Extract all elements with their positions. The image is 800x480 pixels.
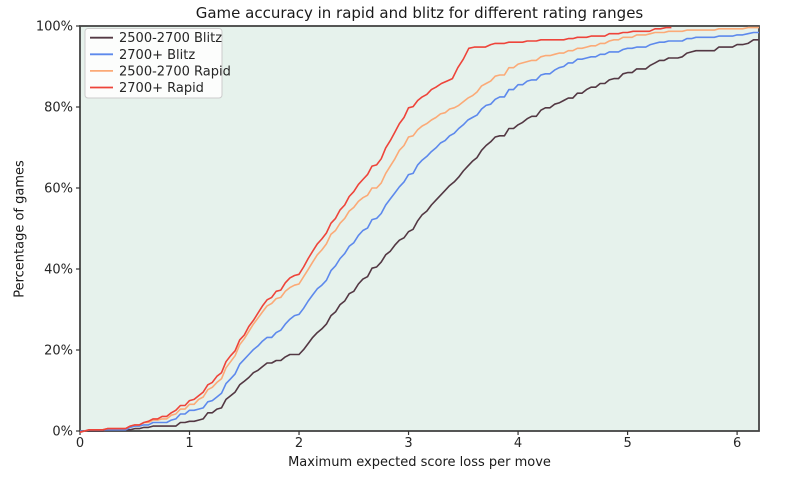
y-tick-label: 80% [44, 101, 73, 116]
y-tick-label: 100% [36, 20, 73, 35]
x-tick-label: 5 [623, 436, 631, 451]
series-line [80, 31, 759, 432]
legend-label: 2700+ Blitz [119, 48, 195, 63]
legend-label: 2500-2700 Blitz [119, 31, 222, 46]
legend-label: 2500-2700 Rapid [119, 64, 231, 79]
x-tick-label: 0 [76, 436, 84, 451]
x-tick-label: 1 [185, 436, 193, 451]
x-axis-label: Maximum expected score loss per move [288, 455, 551, 470]
y-tick-label: 40% [44, 263, 73, 278]
y-tick-label: 0% [52, 425, 73, 440]
series-line [80, 38, 759, 432]
x-tick-label: 2 [295, 436, 303, 451]
x-tick-label: 3 [404, 436, 412, 451]
y-tick-label: 20% [44, 344, 73, 359]
chart-title: Game accuracy in rapid and blitz for dif… [195, 4, 644, 22]
legend-label: 2700+ Rapid [119, 81, 204, 96]
x-tick-label: 4 [514, 436, 522, 451]
x-tick-label: 6 [733, 436, 741, 451]
legend [84, 28, 223, 99]
y-tick-label: 60% [44, 182, 73, 197]
series-line [79, 26, 759, 433]
series-line [79, 26, 672, 433]
